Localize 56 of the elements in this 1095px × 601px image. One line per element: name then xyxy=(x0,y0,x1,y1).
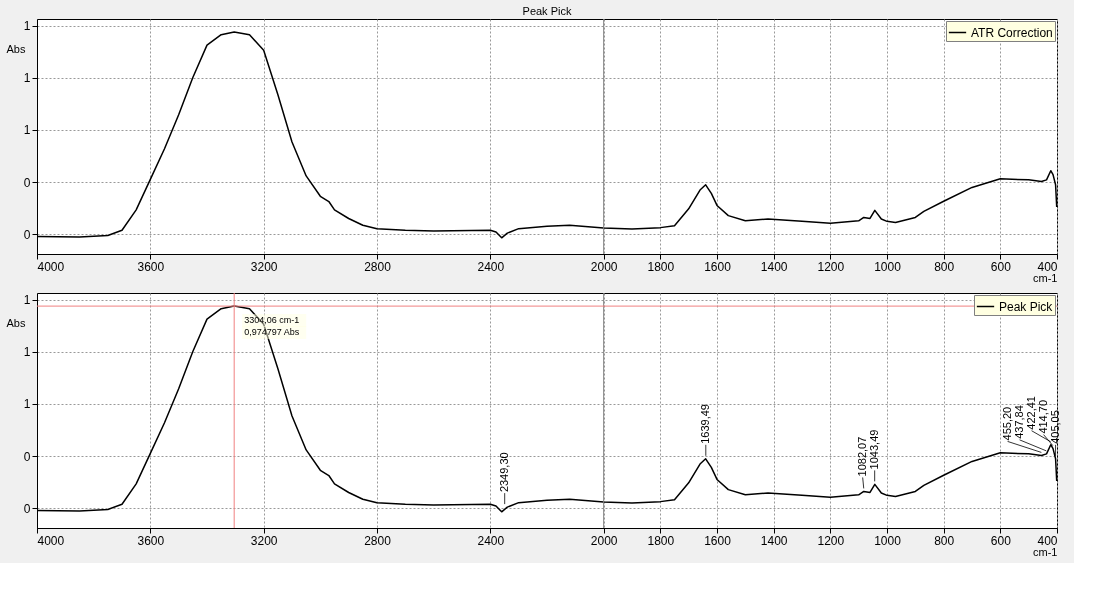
x-tick-label: 2800 xyxy=(364,533,392,548)
x-axis-title: cm-1 xyxy=(1033,545,1058,558)
x-tick-label: 2000 xyxy=(590,533,618,548)
x-tick-label: 3200 xyxy=(250,533,278,548)
annotation: 437,84 xyxy=(1012,405,1025,439)
x-tick-label: 3600 xyxy=(137,533,165,548)
x-tick-label: 600 xyxy=(990,533,1012,548)
y-tick-label: 1 xyxy=(23,345,31,360)
x-tick-label: 2000 xyxy=(590,259,618,274)
x-tick-label: 400 xyxy=(1037,533,1058,548)
y-tick-label: 1 xyxy=(23,19,31,34)
x-tick-label: 1800 xyxy=(647,259,675,274)
x-axis-title: cm-1 xyxy=(1033,271,1058,284)
x-tick-label: 1400 xyxy=(760,259,788,274)
annotation: 3304,06 cm-1 xyxy=(244,315,300,326)
x-tick-label: 1200 xyxy=(817,259,845,274)
x-tick-label: 1600 xyxy=(704,259,732,274)
annotation: 1639,49 xyxy=(698,404,711,444)
annotation: 1082,07 xyxy=(855,436,868,477)
chart-title: Peak Pick xyxy=(522,4,572,17)
annotation: 1043,49 xyxy=(867,429,880,470)
y-tick-label: 0 xyxy=(23,227,31,242)
annotation: 422,41 xyxy=(1024,396,1037,430)
y-tick-label: 0 xyxy=(23,501,31,516)
y-axis-title: Abs xyxy=(6,316,26,329)
x-tick-label: 4000 xyxy=(37,259,65,274)
x-tick-label: 2400 xyxy=(477,533,505,548)
annotation: 414,70 xyxy=(1036,399,1049,434)
x-tick-label: 2400 xyxy=(477,259,505,274)
x-tick-label: 600 xyxy=(990,259,1012,274)
y-tick-label: 1 xyxy=(23,123,31,138)
x-tick-label: 1000 xyxy=(874,533,902,548)
y-tick-label: 1 xyxy=(23,397,31,412)
x-tick-label: 1400 xyxy=(760,533,788,548)
x-tick-label: 1800 xyxy=(647,533,675,548)
annotation: 405,05 xyxy=(1048,410,1061,444)
annotation: 0,974797 Abs xyxy=(244,327,300,338)
y-tick-label: 0 xyxy=(23,175,31,190)
y-tick-label: 1 xyxy=(23,71,31,86)
annotation: 2349,30 xyxy=(497,452,510,493)
x-tick-label: 1200 xyxy=(817,533,845,548)
x-tick-label: 3200 xyxy=(250,259,278,274)
annotation: 455,20 xyxy=(1000,406,1013,441)
x-tick-label: 1000 xyxy=(874,259,902,274)
x-tick-label: 800 xyxy=(934,259,955,274)
legend-label: ATR Correction xyxy=(971,25,1053,40)
y-tick-label: 1 xyxy=(23,293,31,308)
x-tick-label: 2800 xyxy=(364,259,392,274)
x-tick-label: 4000 xyxy=(37,533,65,548)
x-tick-label: 800 xyxy=(934,533,955,548)
x-tick-label: 1600 xyxy=(704,533,732,548)
y-tick-label: 0 xyxy=(23,449,31,464)
y-axis-title: Abs xyxy=(6,42,26,55)
x-tick-label: 400 xyxy=(1037,259,1058,274)
legend-label: Peak Pick xyxy=(999,299,1054,314)
x-tick-label: 3600 xyxy=(137,259,165,274)
